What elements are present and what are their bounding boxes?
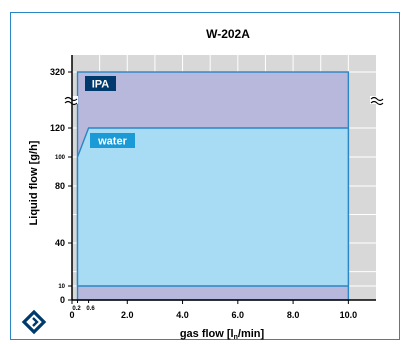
y-tick-label: 100 xyxy=(55,155,66,161)
axis-break-mask-left xyxy=(64,96,78,104)
x-tick-label: 6.0 xyxy=(232,310,245,320)
series-label-ipa-bg xyxy=(85,76,116,91)
x-minor-tick-label: 0.6 xyxy=(86,306,95,312)
x-tick-label: 2.0 xyxy=(121,310,134,320)
x-tick-label: 10.0 xyxy=(340,310,358,320)
series-label-ipa: IPA xyxy=(92,79,110,91)
y-tick-label: 0 xyxy=(60,295,65,305)
x-axis-label-subscript: n xyxy=(234,334,238,341)
bronkhorst-logo-icon xyxy=(21,309,47,335)
axis-break-right-lower xyxy=(370,100,384,106)
axis-break-right-upper xyxy=(370,96,384,102)
axis-break-left-lower xyxy=(64,100,78,106)
x-tick-label: 8.0 xyxy=(287,310,300,320)
axis-break-left-upper xyxy=(64,96,78,102)
y-tick-label: 120 xyxy=(50,123,65,133)
y-axis-label: Liquid flow [g/h] xyxy=(28,140,40,225)
y-tick-label: 40 xyxy=(55,238,65,248)
series-label-water-bg xyxy=(90,133,135,148)
x-tick-label: 4.0 xyxy=(176,310,189,320)
x-axis-label: gas flow [ln/min] xyxy=(180,328,265,341)
axis-break-mask-right xyxy=(370,96,384,104)
x-axis-label-tail: /min] xyxy=(238,328,265,340)
x-minor-tick-label: 0.2 xyxy=(72,306,81,312)
chart-title: W-202A xyxy=(206,27,250,41)
x-tick-label: 0 xyxy=(69,310,74,320)
chart-frame xyxy=(10,12,400,340)
x-axis-label-main: gas flow [l xyxy=(180,328,234,340)
y-tick-label: 320 xyxy=(50,67,65,77)
plot-area: 0 2.0 4.0 6.0 8.0 10.0 0.2 0.6 0 10 40 80 100 120 320 I… xyxy=(50,55,384,320)
series-label-water: water xyxy=(97,136,127,148)
y-tick-label: 10 xyxy=(58,284,65,290)
series-area-water xyxy=(76,127,350,287)
y-tick-label: 80 xyxy=(55,181,65,191)
